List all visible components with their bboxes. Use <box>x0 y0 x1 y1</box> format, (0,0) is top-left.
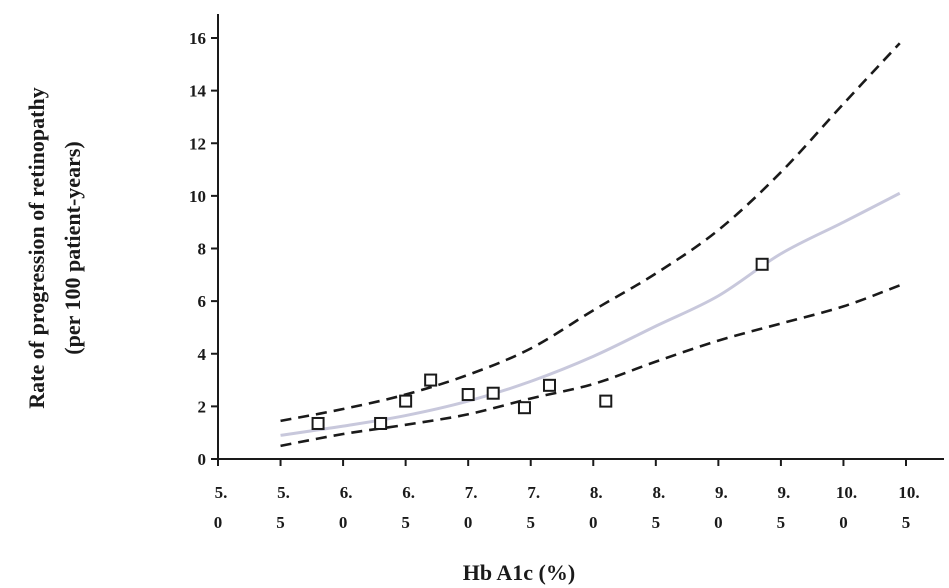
data-point <box>542 378 556 392</box>
data-point <box>486 386 500 400</box>
y-axis-title-line-2: (per 100 patient-years) <box>60 141 85 354</box>
x-tick-label-top: 7. <box>465 483 478 502</box>
x-tick-label-bottom: 0 <box>589 513 598 532</box>
x-tick-label-top: 10. <box>836 483 857 502</box>
axes <box>217 14 944 460</box>
data-point <box>374 416 388 430</box>
confidence-bound-line <box>280 42 901 423</box>
y-tick-label: 10 <box>189 187 206 206</box>
x-tick-label-bottom: 0 <box>214 513 223 532</box>
y-tick-label: 4 <box>198 345 207 364</box>
y-axis-title-line-1: Rate of progression of retinopathy <box>24 87 49 408</box>
x-tick-label-bottom: 5 <box>902 513 911 532</box>
y-tick-label: 0 <box>198 450 207 469</box>
x-tick-label-bottom: 5 <box>401 513 410 532</box>
x-tick-label-bottom: 0 <box>464 513 473 532</box>
x-tick-label-top: 8. <box>590 483 603 502</box>
x-axis-title: Hb A1c (%) <box>463 560 575 585</box>
y-tick-label: 14 <box>189 82 207 101</box>
x-tick-label-top: 10. <box>898 483 919 502</box>
x-tick-label-top: 5. <box>215 483 228 502</box>
x-ticks: 5. 0 5. 5 6. 0 6. 5 7. 0 7. 5 8. 0 8. 5 9. 0 9. 5 10. 0 10. 5 <box>214 459 920 532</box>
y-tick-label: 8 <box>198 240 207 259</box>
data-point <box>755 257 769 271</box>
x-tick-label-top: 6. <box>402 483 415 502</box>
x-tick-label-top: 6. <box>340 483 353 502</box>
x-tick-label-bottom: 0 <box>839 513 848 532</box>
data-point <box>599 394 613 408</box>
data-point <box>311 416 325 430</box>
x-tick-label-top: 7. <box>527 483 540 502</box>
x-tick-label-bottom: 5 <box>652 513 661 532</box>
x-tick-label-bottom: 5 <box>276 513 285 532</box>
x-tick-label-top: 9. <box>715 483 728 502</box>
fitted-curve <box>280 191 901 437</box>
x-tick-label-top: 5. <box>277 483 290 502</box>
y-tick-label: 16 <box>189 29 206 48</box>
confidence-bound-line <box>280 284 901 448</box>
x-tick-label-top: 9. <box>778 483 791 502</box>
x-tick-label-bottom: 0 <box>339 513 348 532</box>
data-points <box>311 257 769 430</box>
x-tick-label-bottom: 0 <box>714 513 723 532</box>
data-point <box>461 388 475 402</box>
data-point <box>424 373 438 387</box>
y-tick-label: 12 <box>189 134 206 153</box>
y-tick-label: 2 <box>198 397 207 416</box>
y-tick-label: 6 <box>198 292 207 311</box>
series-lines <box>280 42 901 448</box>
y-ticks: 0 2 4 6 8 10 12 14 16 <box>189 29 218 469</box>
x-tick-label-bottom: 5 <box>526 513 535 532</box>
x-tick-label-top: 8. <box>652 483 665 502</box>
data-point <box>517 401 531 415</box>
x-tick-label-bottom: 5 <box>777 513 786 532</box>
data-point <box>399 394 413 408</box>
